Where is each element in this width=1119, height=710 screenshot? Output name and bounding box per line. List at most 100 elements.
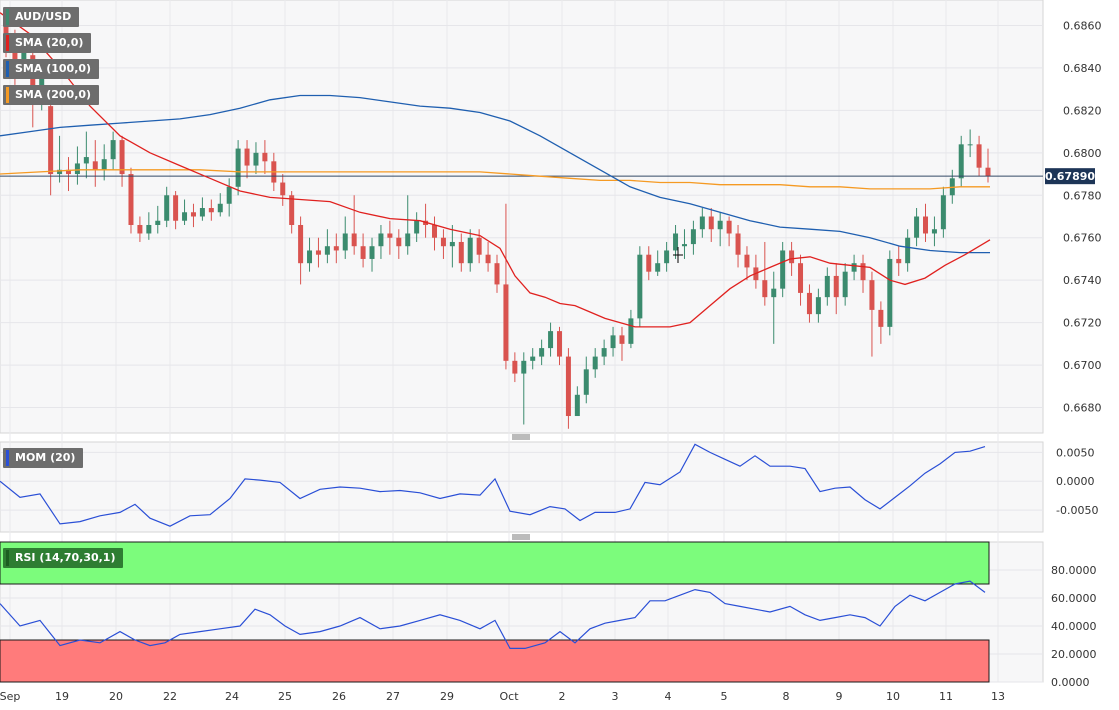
mom-y-tick-label: 0.0000 (1056, 475, 1095, 488)
legend-sma100-label: SMA (100,0) (15, 62, 92, 75)
candle-body (432, 224, 438, 238)
candle (601, 339, 607, 366)
current-price-label: 0.67890 (1045, 170, 1095, 183)
x-tick-label: 2 (559, 690, 566, 703)
candle-body (262, 152, 268, 162)
candle (235, 140, 241, 196)
candle-body (690, 229, 696, 245)
candle-body (92, 161, 98, 170)
candle-body (673, 233, 679, 251)
candle-body (280, 182, 286, 196)
panel-resize-handle-0[interactable] (512, 434, 530, 440)
x-tick-label: Sep (0, 690, 20, 703)
candle (92, 140, 98, 187)
candle (735, 224, 741, 268)
candle-body (324, 246, 330, 255)
candle-body (101, 159, 107, 170)
candle-body (905, 237, 911, 264)
candle (280, 174, 286, 206)
x-tick-label: 24 (225, 690, 239, 703)
candle-body (521, 360, 527, 374)
candle-body (539, 348, 545, 357)
candle (539, 339, 545, 366)
candle-body (235, 148, 241, 187)
candle-body (405, 233, 411, 247)
candle-body (958, 144, 964, 179)
legend-rsi: RSI (14,70,30,1) (3, 548, 124, 568)
rsi-oversold-band (0, 639, 990, 683)
candle (369, 237, 375, 272)
candle-body (396, 237, 402, 247)
candle (262, 140, 268, 175)
legend-symbol-label: AUD/USD (15, 10, 72, 23)
candle-body (833, 275, 839, 298)
candle-body (976, 144, 982, 168)
candle-body (860, 263, 866, 281)
candle (583, 356, 589, 404)
candle (351, 195, 357, 255)
candle (851, 254, 857, 281)
candle (217, 193, 223, 217)
price-y-tick-label: 0.6760 (1063, 232, 1102, 245)
candle (414, 212, 420, 242)
candle-body (914, 216, 920, 238)
candle-body (146, 224, 152, 234)
candle-body (476, 237, 482, 255)
candle (307, 237, 313, 272)
x-tick-label: 13 (991, 690, 1005, 703)
candle-body (923, 216, 929, 234)
candle-body (806, 292, 812, 315)
candle-body (717, 220, 723, 230)
candle-body (12, 42, 18, 68)
candle-body (878, 309, 884, 327)
candle-body (789, 250, 795, 264)
legend-mom-label: MOM (20) (15, 451, 76, 464)
candle-body (896, 258, 902, 264)
x-tick-label: 25 (278, 690, 292, 703)
candle-body (173, 195, 179, 221)
candle (842, 263, 848, 306)
current-price-badge (1045, 168, 1095, 185)
candle-body (548, 331, 554, 349)
panel-resize-handle-1[interactable] (512, 534, 530, 540)
candle (494, 254, 500, 293)
candle-body (815, 297, 821, 315)
candle (967, 129, 973, 158)
candle-body (307, 250, 313, 264)
rsi-line (0, 580, 986, 649)
candle-body (315, 250, 321, 255)
legend-sma20-label: SMA (20,0) (15, 36, 84, 49)
candle-body (851, 263, 857, 272)
candle-body (610, 335, 616, 349)
candle (164, 186, 170, 228)
legend-mom-swatch (6, 450, 9, 466)
candle-body (217, 203, 223, 213)
candle (253, 142, 259, 175)
candle-body (699, 216, 705, 230)
legend-rsi-swatch (6, 550, 9, 566)
candle-body (449, 241, 455, 247)
candle (101, 144, 107, 181)
candle-body (869, 280, 875, 310)
candle (646, 246, 652, 281)
candle (565, 348, 571, 429)
x-tick-label: Oct (499, 690, 519, 703)
candle-body (574, 394, 580, 417)
mom-y-tick-label: -0.0050 (1056, 504, 1098, 517)
candle (619, 326, 625, 361)
candle-body (208, 208, 214, 213)
candle-body (646, 254, 652, 272)
candle-body (3, 21, 9, 43)
mom-line (0, 443, 986, 527)
candle-body (967, 144, 973, 146)
candle-body (619, 335, 625, 344)
candle (574, 386, 580, 417)
candle (530, 348, 536, 370)
candle (690, 220, 696, 255)
candle-body (110, 140, 116, 160)
candle (324, 229, 330, 264)
candle-body (744, 254, 750, 268)
candle-body (48, 106, 54, 175)
candle (155, 205, 161, 234)
